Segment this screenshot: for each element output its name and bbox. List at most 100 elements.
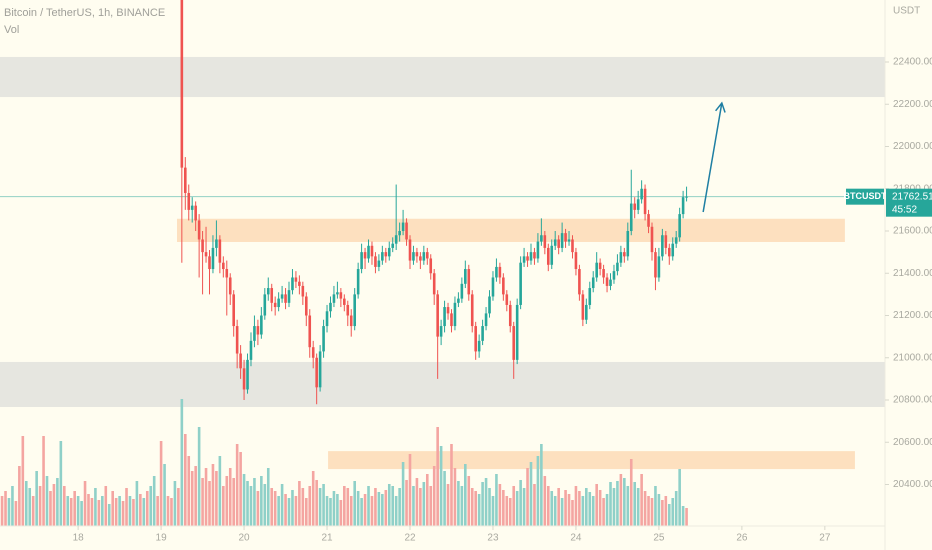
volume-bar (183, 434, 187, 526)
candle-body (260, 315, 263, 335)
candle-body (315, 357, 318, 388)
candle-body (291, 277, 294, 291)
candle-body (208, 256, 211, 270)
candle-body (550, 245, 554, 265)
volume-bar (7, 498, 11, 526)
candle-body (412, 252, 415, 261)
volume-bar (477, 494, 481, 526)
volume-bar (667, 504, 671, 526)
volume-bar (139, 494, 142, 526)
candle-body (647, 214, 650, 227)
candle-body (474, 326, 477, 352)
volume-bar (470, 488, 474, 526)
volume-bar (125, 488, 128, 526)
volume-bar (14, 501, 18, 526)
candle-body (508, 304, 512, 327)
volume-bar (629, 459, 633, 526)
volume-bar (550, 491, 554, 526)
volume-bar (515, 491, 519, 526)
candle-body (661, 235, 664, 257)
volume-bar (246, 481, 249, 526)
volume-bar (360, 498, 363, 526)
volume-bar (422, 482, 426, 526)
volume-bar (280, 484, 284, 526)
candle-body (616, 262, 619, 272)
candle-body (225, 269, 229, 278)
candle-body (239, 353, 242, 369)
candle-body (671, 243, 675, 257)
candle-body (446, 307, 450, 314)
y-tick-label: 22400.00 (893, 57, 932, 68)
volume-bar (339, 500, 343, 526)
candle-body (398, 231, 401, 236)
candle-body (228, 277, 232, 295)
candle-body (578, 269, 581, 295)
volume-bar (446, 484, 450, 526)
volume-bar (294, 496, 298, 526)
volume-bar (553, 496, 557, 526)
volume-bar (94, 488, 97, 526)
candle-body (450, 313, 453, 327)
candle-body (598, 262, 602, 270)
candle-body (263, 294, 267, 316)
volume-bar (128, 496, 132, 526)
volume-bar (159, 441, 163, 526)
volume-bar (291, 490, 294, 526)
candle-body (432, 273, 436, 295)
candle-body (543, 235, 547, 248)
candle-body (180, 0, 184, 168)
volume-bar (80, 501, 83, 526)
volume-bar (83, 481, 87, 526)
candle-body (564, 233, 567, 242)
volume-bar (260, 476, 263, 526)
volume-bar (142, 498, 146, 526)
volume-bar (318, 488, 322, 526)
candle-body (363, 252, 367, 259)
volume-bar (21, 436, 25, 526)
volume-bar (177, 488, 180, 526)
candle-body (546, 247, 550, 265)
candle-body (595, 262, 598, 278)
candle-body (304, 296, 308, 316)
volume-bar (56, 478, 59, 526)
volume-bar (647, 496, 650, 526)
volume-bar (484, 478, 488, 526)
volume-bar (343, 486, 346, 526)
candle-body (681, 197, 685, 215)
candle-body (439, 326, 443, 337)
volume-bar (197, 427, 201, 526)
candle-body (553, 239, 557, 246)
volume-bar (52, 484, 56, 526)
candle-body (246, 359, 249, 390)
volume-bar (616, 481, 619, 526)
x-tick-label: 27 (819, 533, 831, 544)
candle-body (453, 302, 457, 327)
candle-body (346, 304, 350, 316)
candle-body (408, 239, 412, 261)
volume-bar (332, 491, 336, 526)
zone (0, 361, 885, 407)
volume-bar (256, 491, 260, 526)
candle-body (311, 347, 315, 358)
volume-bar (222, 486, 225, 526)
candle-body (609, 279, 612, 286)
volume-bar (163, 464, 166, 526)
volume-bar (346, 488, 350, 526)
candle-body (591, 277, 595, 289)
candle-body (484, 313, 488, 327)
volume-bar (405, 480, 408, 526)
volume-bar (560, 498, 564, 526)
candle-body (488, 296, 491, 314)
volume-bar (225, 476, 229, 526)
candle-body (515, 304, 519, 360)
volume-bar (425, 474, 429, 526)
candle-body (222, 262, 225, 270)
volume-bar (464, 464, 467, 526)
candle-body (505, 294, 509, 305)
volume-bar (194, 466, 197, 526)
candle-body (374, 256, 377, 267)
volume-bar (374, 488, 377, 526)
volume-bar (235, 444, 239, 526)
zone (328, 451, 855, 470)
y-tick-label: 20400.00 (893, 479, 932, 490)
